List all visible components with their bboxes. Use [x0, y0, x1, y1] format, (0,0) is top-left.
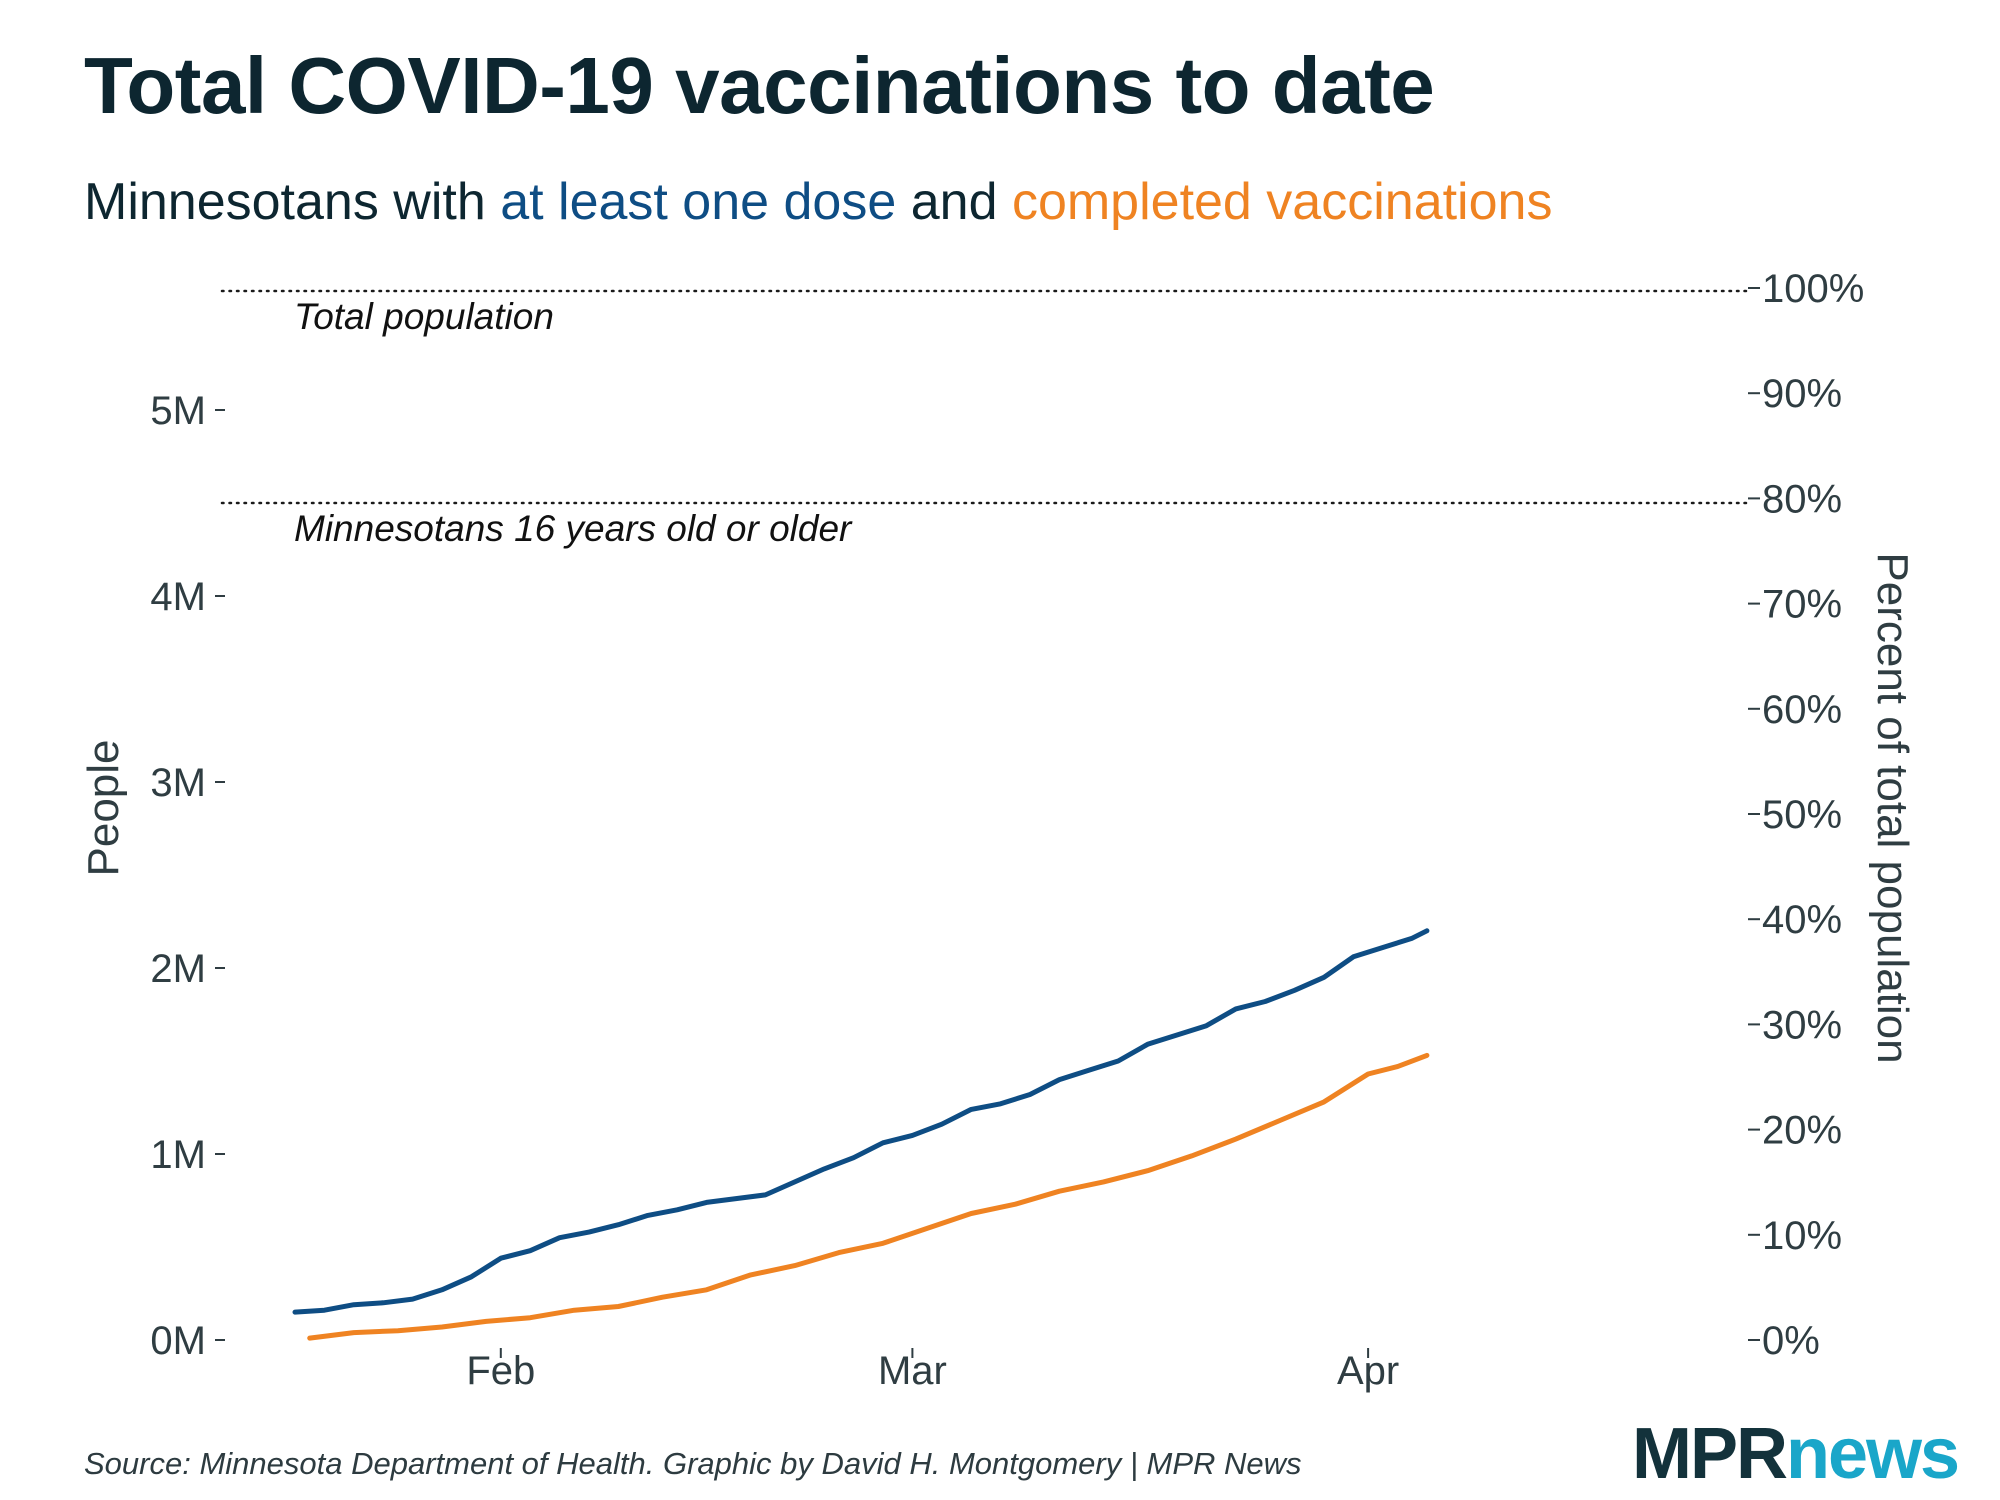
- y2-tick-label: 90%: [1762, 372, 1842, 416]
- y2-tick-label: 70%: [1762, 583, 1842, 627]
- y-tick-label: 1M: [150, 1133, 206, 1177]
- source-credit: Source: Minnesota Department of Health. …: [84, 1446, 1302, 1481]
- y-tick-label: 5M: [150, 389, 206, 433]
- y2-axis-title: Percent of total population: [1868, 552, 1917, 1063]
- mpr-news-logo: MPRnews: [1632, 1418, 1960, 1490]
- y2-tick-label: 40%: [1762, 898, 1842, 942]
- logo-news: news: [1786, 1414, 1960, 1494]
- x-tick-label: Feb: [466, 1349, 535, 1393]
- y2-tick-label: 60%: [1762, 688, 1842, 732]
- y2-tick-label: 30%: [1762, 1003, 1842, 1047]
- y2-tick-label: 50%: [1762, 793, 1842, 837]
- y-tick-label: 2M: [150, 947, 206, 991]
- x-tick-label: Mar: [878, 1349, 947, 1393]
- chart-subtitle: Minnesotans with at least one dose and c…: [84, 172, 1552, 232]
- series-line-at-least-one-dose: [292, 928, 1430, 1315]
- series-line-completed-vaccinations: [307, 1052, 1430, 1341]
- y-tick-label: 3M: [150, 761, 206, 805]
- y-axis-title: People: [79, 739, 128, 876]
- subtitle-series-dose: at least one dose: [500, 173, 897, 231]
- chart-title: Total COVID-19 vaccinations to date: [84, 41, 1435, 130]
- y2-tick-label: 10%: [1762, 1214, 1842, 1258]
- subtitle-prefix: Minnesotans with: [84, 173, 501, 231]
- y-tick-label: 0M: [150, 1319, 206, 1363]
- y2-tick-label: 0%: [1762, 1319, 1820, 1363]
- y2-tick-label: 20%: [1762, 1109, 1842, 1153]
- y2-tick-label: 80%: [1762, 477, 1842, 521]
- logo-mpr: MPR: [1632, 1414, 1788, 1494]
- y2-tick-label: 100%: [1762, 267, 1864, 311]
- y-tick-label: 4M: [150, 575, 206, 619]
- reference-label-0: Total population: [294, 296, 554, 337]
- subtitle-middle: and: [896, 173, 1012, 231]
- subtitle-series-complete: completed vaccinations: [1011, 173, 1553, 231]
- reference-label-1: Minnesotans 16 years old or older: [294, 508, 853, 549]
- x-tick-label: Apr: [1337, 1349, 1399, 1393]
